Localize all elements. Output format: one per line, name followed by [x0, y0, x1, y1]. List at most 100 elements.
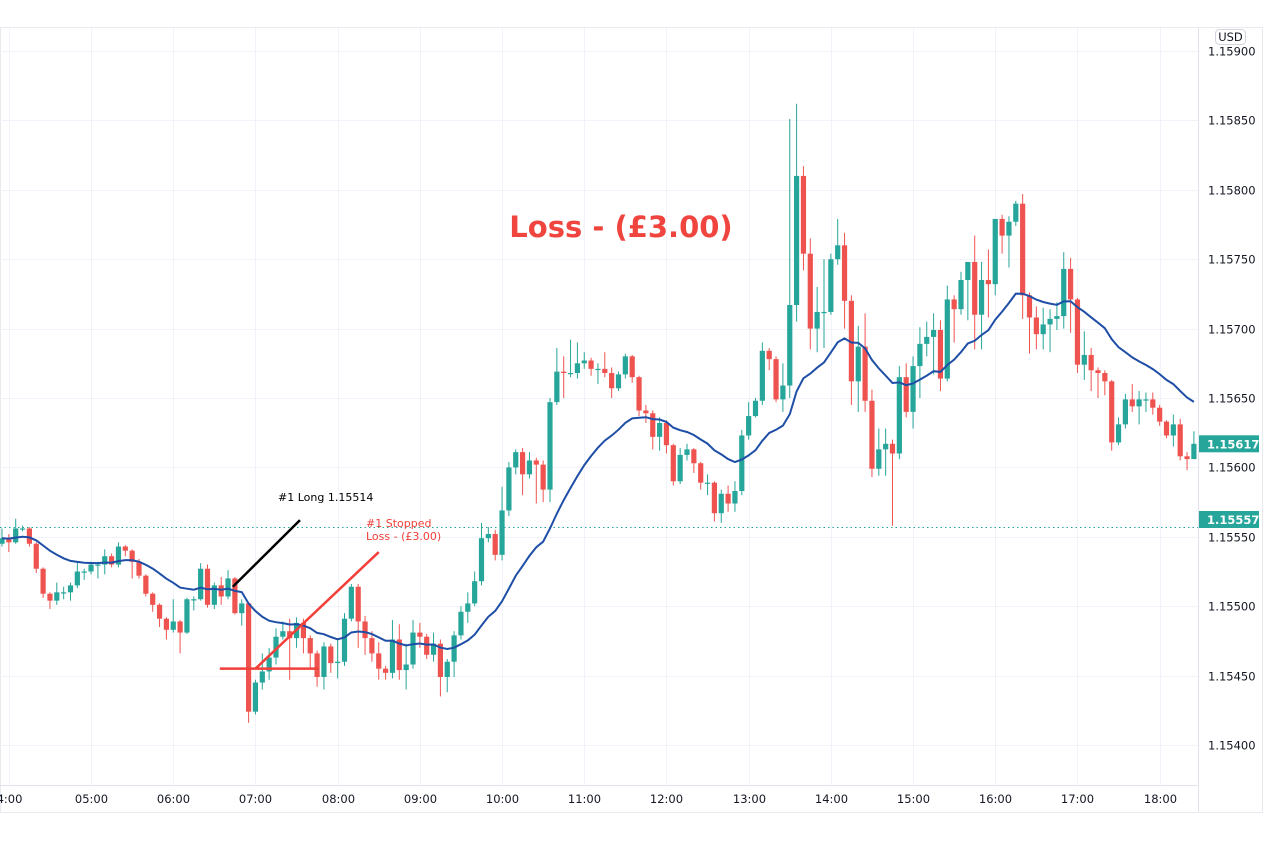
price-tag-label: 1.15617	[1207, 437, 1259, 451]
candle-body	[711, 482, 717, 514]
candle	[1122, 393, 1128, 429]
candle-body	[225, 578, 231, 597]
candle	[910, 356, 916, 429]
candle	[170, 599, 176, 633]
candle-body	[800, 175, 807, 254]
candle	[732, 481, 738, 512]
candle	[273, 628, 279, 665]
candle	[122, 545, 128, 557]
candle	[81, 568, 87, 580]
candles	[0, 103, 1197, 723]
grid-lines	[0, 28, 1198, 785]
candle-body	[218, 585, 224, 597]
candle-body	[472, 581, 478, 604]
candle-body	[246, 603, 252, 712]
candle-body	[526, 460, 533, 475]
candle	[917, 327, 923, 398]
candle-body	[718, 493, 724, 514]
candle	[1143, 392, 1149, 412]
candle-body	[766, 350, 772, 360]
candle	[999, 214, 1005, 254]
candle	[691, 447, 697, 473]
price-tick-label: 1.15400	[1208, 739, 1256, 753]
candle	[588, 357, 594, 376]
candle-body	[163, 618, 169, 630]
candle-body	[951, 299, 957, 310]
candle-body	[855, 346, 861, 382]
candle	[739, 429, 745, 496]
candle	[369, 631, 375, 662]
candle-body	[403, 664, 409, 671]
candle-body	[143, 575, 149, 594]
candle-body	[1136, 399, 1142, 407]
candle	[725, 485, 731, 512]
candle-body	[122, 546, 128, 551]
candle	[841, 232, 848, 329]
candle	[321, 642, 327, 690]
candle-body	[389, 639, 396, 673]
candle	[1068, 257, 1074, 333]
candle-body	[335, 661, 341, 664]
candle-body	[88, 564, 94, 572]
candle	[896, 366, 902, 460]
candle-body	[204, 568, 211, 605]
candle-body	[396, 639, 402, 671]
candle	[150, 592, 156, 612]
candle	[1129, 384, 1135, 412]
candle-body	[773, 359, 779, 400]
moving-average-line	[1, 292, 1195, 651]
candle-body	[1054, 316, 1060, 319]
candle-body	[424, 636, 430, 655]
candle-body	[273, 636, 279, 658]
candle	[540, 460, 546, 503]
candle-body	[1013, 203, 1019, 222]
candle	[13, 518, 19, 544]
price-axis[interactable]: 1.15900 1.15850 1.15800 1.15750 1.15700 1.156…	[1208, 45, 1256, 753]
currency-button[interactable]: USD	[1215, 29, 1246, 45]
candle	[609, 367, 615, 398]
candle-body	[910, 366, 916, 412]
time-tick-label: 13:00	[733, 792, 766, 806]
candle	[698, 461, 704, 490]
candle-body	[348, 586, 354, 619]
candle	[191, 596, 197, 611]
candle	[718, 489, 724, 523]
candle-body	[848, 300, 854, 382]
candle	[204, 564, 211, 608]
candle-body	[595, 368, 601, 371]
candle	[1081, 331, 1087, 380]
candle-body	[355, 586, 361, 622]
candle-body	[1088, 354, 1094, 371]
candle	[561, 356, 567, 398]
candle-body	[300, 622, 306, 639]
candle	[581, 352, 587, 369]
candle	[903, 363, 909, 418]
trade-annotations: #1 Long 1.15514 #1 Stopped Loss - (£3.00…	[219, 491, 441, 670]
candle-body	[383, 668, 389, 673]
candle	[266, 647, 272, 680]
candle	[1102, 370, 1108, 396]
candle	[746, 402, 752, 440]
currency-label: USD	[1218, 30, 1243, 44]
candle	[129, 549, 135, 579]
candle-body	[1177, 424, 1183, 457]
candle	[1136, 391, 1142, 425]
price-tags: 1.15617 1.15557	[1199, 435, 1259, 528]
candle	[657, 417, 663, 451]
candle	[1150, 392, 1156, 415]
candle-body	[1184, 456, 1190, 460]
time-tick-label: 07:00	[239, 792, 272, 806]
candle	[225, 570, 231, 600]
price-tag-background	[1199, 435, 1259, 453]
time-axis[interactable]: 4:00 05:00 06:00 07:00 08:00 09:00 10:00 11:00 1…	[0, 792, 1177, 806]
candle-body	[465, 603, 471, 612]
candle	[622, 353, 628, 379]
candle	[54, 582, 60, 605]
candle	[574, 342, 580, 379]
candle-body	[739, 435, 745, 491]
candle-body	[554, 371, 560, 403]
candle-body	[95, 564, 101, 566]
candle-body	[759, 350, 765, 401]
candle-body	[828, 259, 834, 312]
